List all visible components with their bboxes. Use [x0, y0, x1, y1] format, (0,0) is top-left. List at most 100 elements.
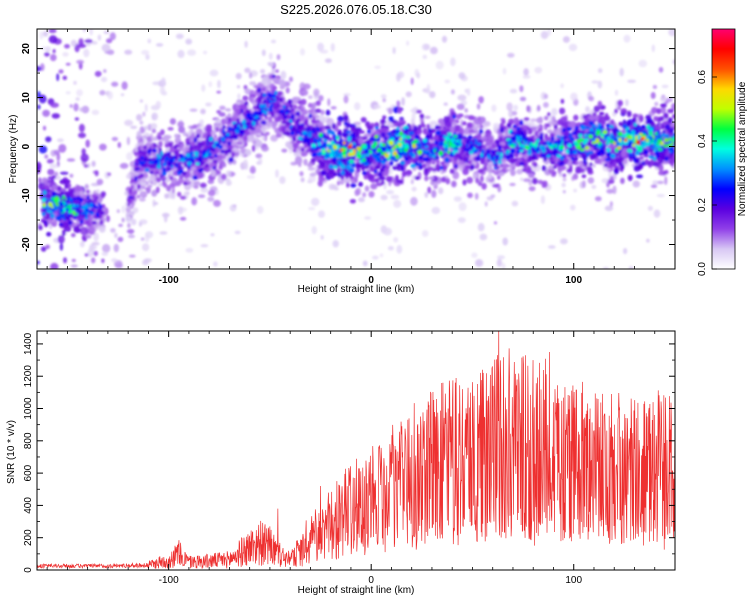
heatmap-noise-blob — [71, 258, 76, 263]
heatmap-ridge-blob — [180, 195, 187, 200]
heatmap-noise-blob — [479, 233, 488, 241]
heatmap-noise-blob — [77, 43, 87, 49]
heatmap-ridge-blob — [374, 130, 378, 135]
heatmap-noise-blob — [201, 84, 206, 92]
heatmap-noise-blob — [507, 52, 515, 58]
heatmap-halo-blob — [276, 54, 281, 61]
heatmap-noise-blob — [46, 158, 54, 164]
heatmap-ridge-blob — [70, 233, 76, 238]
heatmap-halo-blob — [396, 100, 401, 108]
heatmap-halo-blob — [342, 177, 351, 184]
heatmap-halo-blob — [484, 201, 488, 207]
heatmap-ridge-blob — [609, 176, 614, 181]
heatmap-ridge-blob — [574, 155, 578, 162]
heatmap-noise-blob — [142, 259, 149, 266]
heatmap-noise-blob — [111, 258, 118, 263]
heatmap-ridge-blob — [614, 108, 618, 114]
heatmap-ridge-blob — [643, 153, 650, 158]
heatmap-halo-blob — [493, 122, 500, 129]
heatmap-ridge-blob — [594, 115, 599, 122]
heatmap-noise-blob — [99, 143, 107, 151]
heatmap-noise-blob — [121, 205, 126, 214]
heatmap-ridge-blob — [44, 185, 50, 190]
heatmap-halo-blob — [671, 103, 675, 110]
heatmap-halo-blob — [506, 102, 513, 111]
heatmap-halo-blob — [520, 177, 524, 182]
heatmap-ridge-blob — [519, 96, 527, 102]
heatmap-halo-blob — [336, 180, 340, 186]
heatmap-ridge-blob — [404, 128, 409, 133]
heatmap-halo-blob — [606, 188, 614, 194]
heatmap-noise-blob — [45, 244, 50, 250]
heatmap-noise-blob — [406, 40, 410, 46]
heatmap-noise-blob — [597, 68, 603, 74]
heatmap-ridge-blob — [272, 85, 277, 91]
heatmap-noise-blob — [56, 152, 61, 162]
heatmap-ridge-blob — [157, 132, 163, 136]
heatmap-noise-blob — [114, 232, 118, 239]
heatmap-noise-blob — [560, 238, 568, 245]
heatmap-noise-blob — [234, 230, 241, 235]
heatmap-ridge-blob — [522, 124, 528, 131]
heatmap-ridge-blob — [64, 183, 69, 189]
heatmap-ridge-blob — [465, 165, 471, 170]
heatmap-halo-blob — [299, 171, 304, 177]
heatmap-ridge-blob — [382, 165, 386, 169]
heatmap-halo-blob — [536, 104, 541, 112]
heatmap-noise-blob — [116, 209, 121, 214]
heatmap-halo-blob — [330, 106, 337, 110]
heatmap-noise-blob — [130, 125, 138, 129]
heatmap-noise-blob — [91, 160, 96, 167]
heatmap-ridge-blob — [41, 177, 48, 184]
heatmap-ridge-blob — [158, 140, 163, 148]
heatmap-noise-blob — [396, 73, 401, 82]
heatmap-halo-blob — [450, 89, 455, 95]
heatmap-noise-blob — [50, 54, 57, 62]
heatmap-halo-blob — [562, 190, 566, 194]
heatmap-noise-blob — [311, 197, 320, 206]
heatmap-noise-blob — [113, 243, 120, 253]
heatmap-ridge-blob — [307, 102, 313, 108]
heatmap-ridge-blob — [192, 124, 198, 129]
heatmap-noise-blob — [175, 33, 184, 39]
heatmap-halo-blob — [249, 81, 257, 86]
heatmap-ridge-blob — [562, 173, 567, 178]
heatmap-noise-blob — [638, 59, 648, 68]
heatmap-halo-blob — [271, 67, 276, 75]
heatmap-noise-blob — [568, 43, 578, 52]
heatmap-halo-blob — [331, 184, 338, 190]
heatmap-halo-blob — [597, 80, 603, 89]
heatmap-noise-blob — [380, 94, 387, 99]
heatmap-ridge-blob — [587, 142, 592, 147]
heatmap-ridge-blob — [426, 162, 431, 167]
heatmap-ridge-blob — [545, 136, 551, 141]
heatmap-ridge-blob — [392, 165, 398, 171]
heatmap-halo-blob — [570, 204, 576, 211]
heatmap-ridge-blob — [167, 127, 174, 131]
heatmap-halo-blob — [474, 192, 479, 200]
heatmap-ridge-blob — [260, 120, 267, 125]
heatmap-ridge-blob — [252, 140, 257, 145]
heatmap-noise-blob — [372, 255, 379, 260]
heatmap-noise-blob — [141, 50, 150, 55]
heatmap-ridge-blob — [464, 108, 469, 113]
heatmap-noise-blob — [106, 38, 113, 44]
heatmap-ridge-blob — [445, 178, 451, 185]
heatmap-ridge-blob — [257, 87, 261, 93]
heatmap-ridge-blob — [660, 103, 667, 108]
heatmap-noise-blob — [330, 43, 335, 52]
heatmap-noise-blob — [38, 225, 43, 231]
heatmap-noise-blob — [232, 204, 237, 208]
heatmap-halo-blob — [199, 119, 205, 125]
heatmap-ridge-blob — [157, 135, 162, 141]
heatmap-ridge-blob — [604, 157, 611, 162]
heatmap-noise-blob — [126, 136, 131, 146]
heatmap-noise-blob — [386, 190, 395, 195]
heatmap-noise-blob — [56, 73, 60, 82]
heatmap-noise-blob — [109, 32, 116, 41]
heatmap-ridge-blob — [61, 229, 66, 237]
heatmap-noise-blob — [78, 123, 85, 133]
heatmap-noise-blob — [501, 262, 506, 269]
heatmap-noise-blob — [502, 237, 509, 246]
